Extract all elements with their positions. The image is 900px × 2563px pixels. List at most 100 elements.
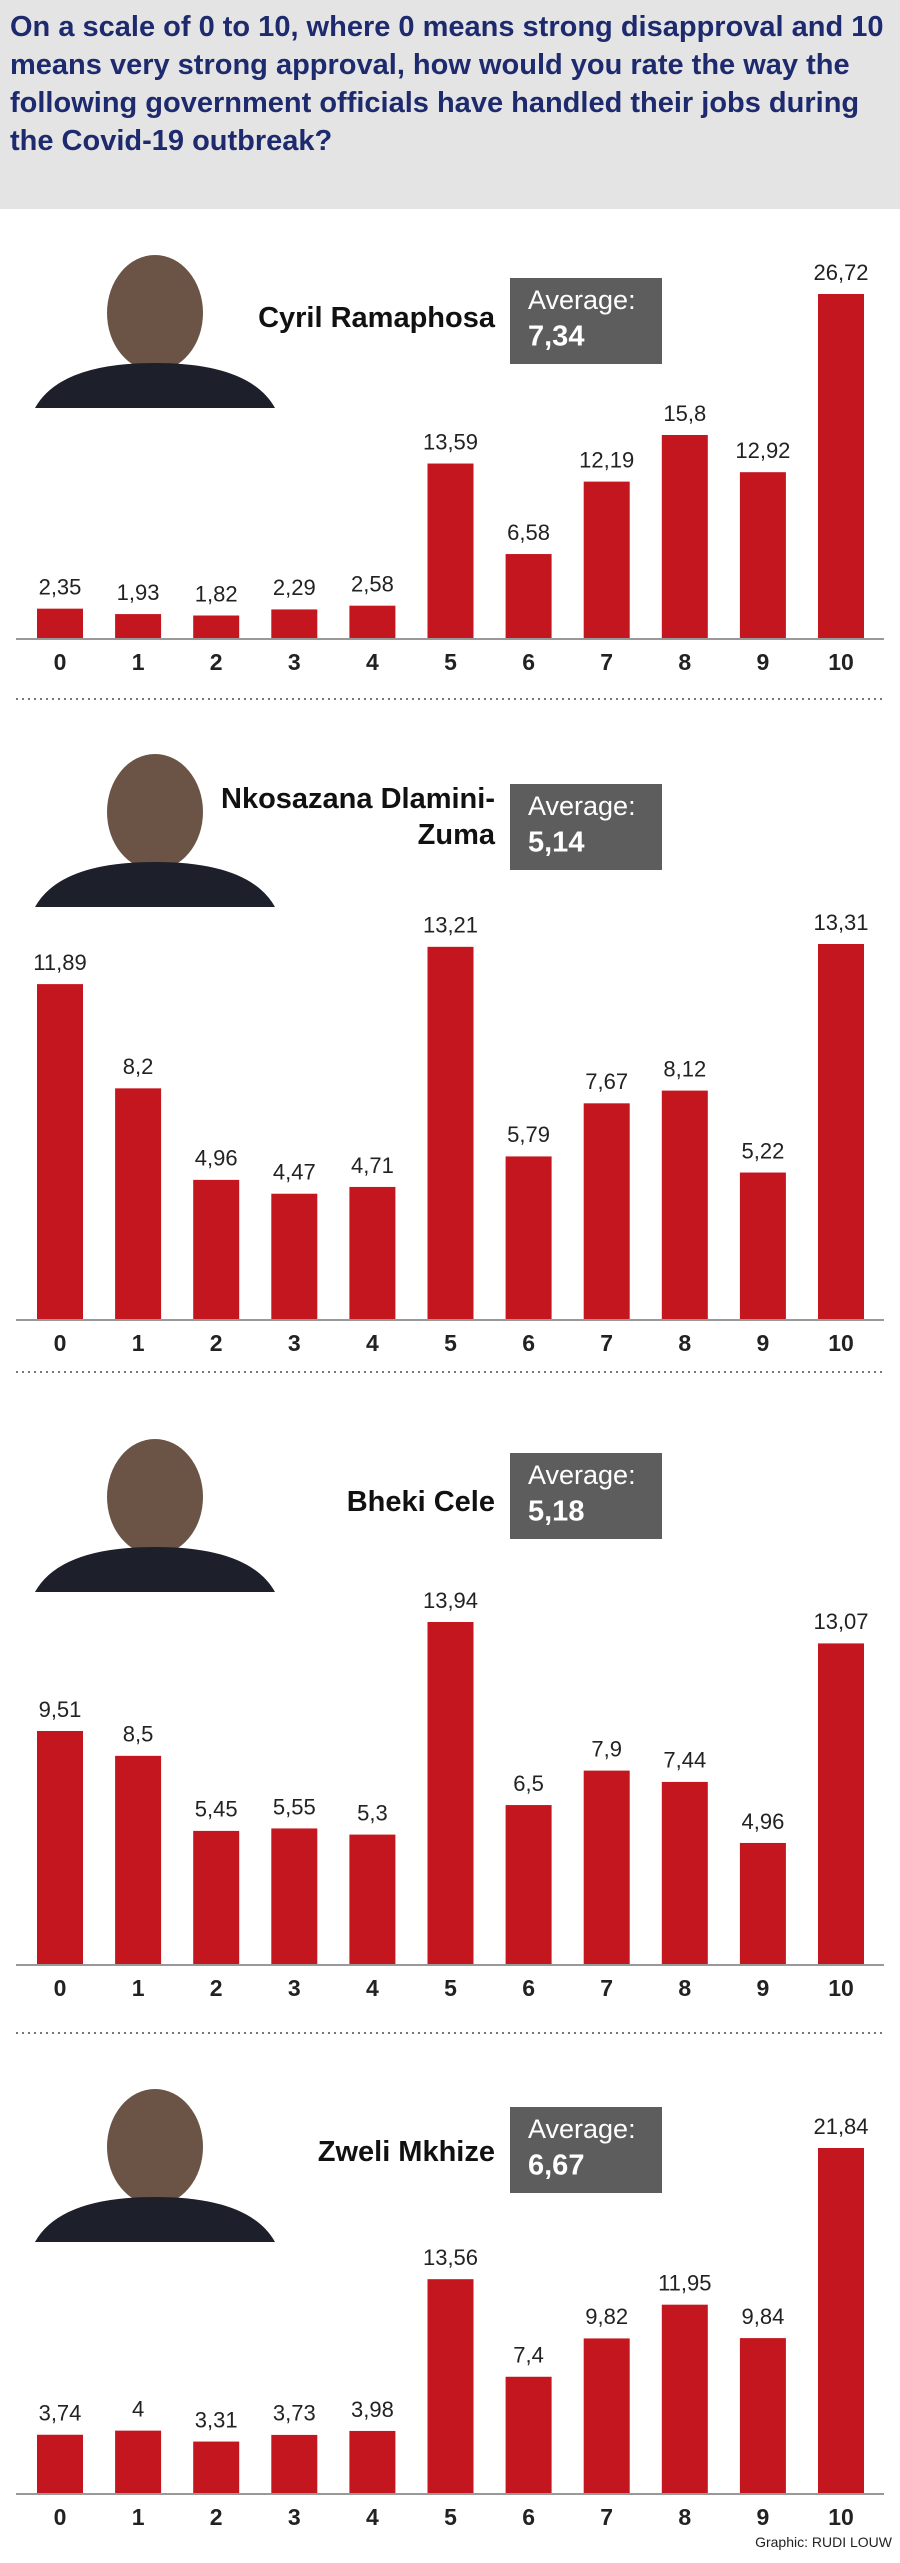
bar [505,1156,552,1320]
value-label: 7,44 [663,1748,706,1773]
bar [739,472,786,639]
x-tick-label: 10 [828,1330,854,1356]
bar [661,2304,708,2494]
portrait-body [35,1547,275,1592]
value-label: 12,92 [735,438,790,463]
average-box [510,1453,662,1539]
x-tick-label: 0 [54,1975,67,2001]
bar [37,608,83,639]
value-label: 5,3 [357,1800,388,1825]
x-tick-label: 1 [132,1330,145,1356]
bar [37,984,83,1320]
bar [193,2441,240,2494]
value-label: 13,56 [423,2245,478,2270]
value-label: 5,45 [195,1797,238,1822]
value-label: 3,31 [195,2407,238,2432]
portrait-body [35,862,275,907]
value-label: 6,58 [507,520,550,545]
bar [115,2430,162,2494]
x-tick-label: 4 [366,2504,379,2530]
value-label: 9,51 [39,1697,82,1722]
bar [115,614,162,639]
average-value: 6,67 [528,2150,584,2182]
value-label: 11,95 [658,2270,711,2295]
average-label: Average: [528,1460,636,1490]
value-label: 8,2 [123,1054,154,1079]
bar [583,481,630,639]
x-tick-label: 10 [828,2504,854,2530]
value-label: 2,29 [273,575,316,600]
average-value: 5,14 [528,827,584,859]
x-tick-label: 5 [444,1330,457,1356]
bar [661,1781,708,1965]
x-tick-label: 0 [54,649,67,675]
value-label: 13,31 [813,910,868,935]
value-label: 6,5 [513,1771,544,1796]
value-label: 13,59 [423,429,478,454]
value-label: 26,72 [813,260,868,285]
bar [271,609,318,639]
value-label: 13,94 [423,1588,478,1613]
person-name: Nkosazana Dlamini-Zuma [221,783,495,851]
bar [739,1842,786,1965]
value-label: 2,58 [351,572,394,597]
portrait-head [107,255,203,371]
bar [193,1179,240,1320]
bar [115,1088,162,1320]
value-label: 5,55 [273,1794,316,1819]
value-label: 9,82 [585,2304,628,2329]
bar [349,2430,396,2494]
bar [271,1193,318,1320]
average-box [510,2107,662,2193]
x-tick-label: 6 [522,1330,535,1356]
value-label: 8,5 [123,1722,154,1747]
x-tick-label: 3 [288,1330,301,1356]
x-tick-label: 6 [522,649,535,675]
x-tick-label: 7 [600,649,613,675]
value-label: 4,96 [195,1146,238,1171]
bar [818,2148,864,2494]
value-label: 11,89 [33,950,86,975]
average-value: 5,18 [528,1496,584,1528]
x-tick-label: 8 [678,2504,691,2530]
bar [661,434,708,639]
value-label: 3,73 [273,2401,316,2426]
value-label: 4 [132,2396,144,2421]
value-label: 15,8 [663,401,706,426]
x-tick-label: 1 [132,649,145,675]
x-tick-label: 0 [54,2504,67,2530]
x-tick-label: 8 [678,649,691,675]
value-label: 7,9 [591,1736,622,1761]
x-tick-label: 0 [54,1330,67,1356]
value-label: 3,74 [39,2401,82,2426]
credit: Graphic: RUDI LOUW [755,2534,892,2550]
x-tick-label: 8 [678,1975,691,2001]
value-label: 13,21 [423,913,478,938]
value-label: 4,47 [273,1160,316,1185]
value-label: 7,67 [585,1069,628,1094]
bar [427,1622,474,1965]
bar [349,605,396,639]
x-tick-label: 9 [757,649,770,675]
x-tick-label: 9 [757,1330,770,1356]
value-label: 1,82 [195,581,238,606]
x-tick-label: 4 [366,1330,379,1356]
bar [193,1830,240,1965]
bar [505,2376,552,2494]
portrait-head [107,1439,203,1555]
x-tick-label: 4 [366,649,379,675]
value-label: 1,93 [117,580,160,605]
x-tick-label: 2 [210,1330,223,1356]
x-tick-label: 3 [288,649,301,675]
bar [427,946,474,1320]
portrait-body [35,2197,275,2242]
bar [193,615,240,639]
bar [37,2434,83,2494]
portrait-body [35,363,275,408]
person-name: Zweli Mkhize [317,2136,495,2168]
bar [349,1834,396,1965]
average-box [510,784,662,870]
bar [739,2338,786,2494]
x-tick-label: 5 [444,649,457,675]
